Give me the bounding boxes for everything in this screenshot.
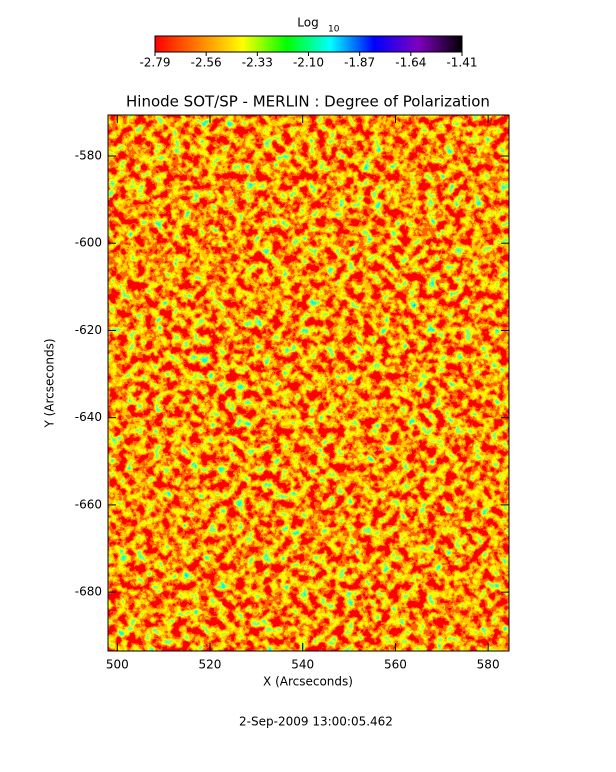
y-tick-label: -580 — [75, 148, 102, 162]
y-tick-label: -620 — [75, 323, 102, 337]
x-tick-label: 560 — [384, 658, 407, 672]
colorbar-tick-label: -2.56 — [191, 56, 222, 70]
colorbar-tick-label: -2.33 — [242, 56, 273, 70]
chart-title: Hinode SOT/SP - MERLIN : Degree of Polar… — [126, 93, 490, 111]
colorbar-tick-label: -1.41 — [446, 56, 477, 70]
y-tick-label: -640 — [75, 410, 102, 424]
colorbar-tick-label: -1.64 — [395, 56, 426, 70]
polarization-map — [108, 115, 509, 651]
colorbar-tick-label: -2.79 — [139, 56, 170, 70]
plot-frame — [107, 114, 510, 652]
y-tick-label: -600 — [75, 236, 102, 250]
colorbar — [154, 35, 463, 53]
colorbar-tick-label: -1.87 — [344, 56, 375, 70]
y-tick-label: -660 — [75, 497, 102, 511]
colorbar-tick-label: -2.10 — [293, 56, 324, 70]
x-tick-label: 520 — [199, 658, 222, 672]
x-tick-label: 580 — [477, 658, 500, 672]
colorbar-title: Log — [297, 16, 318, 30]
colorbar-title-subscript: 10 — [328, 25, 340, 35]
x-tick-label: 540 — [291, 658, 314, 672]
x-axis-label: X (Arcseconds) — [263, 675, 353, 689]
x-tick-label: 500 — [106, 658, 129, 672]
y-tick-label: -680 — [75, 585, 102, 599]
y-axis-label: Y (Arcseconds) — [43, 338, 57, 428]
footer-timestamp: 2-Sep-2009 13:00:05.462 — [239, 715, 393, 729]
